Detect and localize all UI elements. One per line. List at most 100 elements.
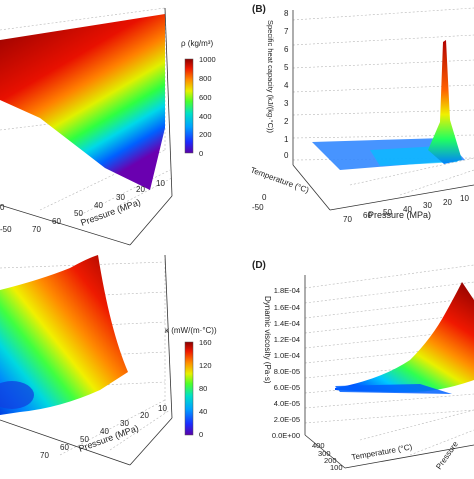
panel-c-x-ticks: 70 60 50 40 30 20 10 [40, 404, 167, 460]
panel-c-x-tick: 60 [60, 443, 69, 452]
panel-d-z-label: Dynamic viscosity (Pa·s) [263, 296, 272, 384]
panel-b-z-tick: 5 [284, 63, 289, 72]
panel-b-z-tick: 0 [284, 151, 289, 160]
panel-a-x-tick: 10 [156, 179, 165, 188]
panel-d-y-label: Temperature (°C) [351, 442, 413, 462]
panel-a-gridlines [0, 7, 173, 216]
panel-d-z-tick: 1.0E-04 [274, 351, 300, 360]
panel-d-y-tick: 200 [324, 456, 337, 465]
panel-d-z-ticks: 0.0E+00 2.0E-05 4.0E-05 6.0E-05 8.0E-05 … [272, 286, 300, 440]
panel-c-colorbar-tick: 40 [199, 407, 207, 416]
panel-c-x-tick: 40 [100, 427, 109, 436]
panel-b-x-tick: 60 [363, 211, 372, 220]
panel-c-axes [0, 254, 173, 466]
panel-a-y-ticks: -50 0 [0, 203, 12, 234]
panel-a-y-tick: -50 [0, 225, 12, 234]
panel-b-axes [292, 10, 474, 211]
panel-c-colorbar: κ (mW/(m·°C)) 160 120 80 40 0 [165, 326, 217, 439]
panel-a-x-label: Pressure (MPa) [79, 197, 142, 228]
panel-c-gridlines [0, 255, 171, 456]
panel-c-x-tick: 20 [140, 411, 149, 420]
panel-b-gridlines [292, 7, 474, 196]
panel-c-surface-low [0, 381, 34, 409]
panel-c-x-tick: 30 [120, 419, 129, 428]
panel-a-colorbar-tick: 0 [199, 149, 203, 158]
panel-a-colorbar-label: ρ (kg/m³) [181, 39, 213, 48]
panel-b-z-label: Specific heat capacity (kJ/(kg·°C)) [266, 20, 275, 134]
panel-d-surface-base [335, 384, 452, 394]
panel-b-x-tick: 50 [383, 208, 392, 217]
panel-a-colorbar-tick: 1000 [199, 55, 216, 64]
panel-a-axes [0, 7, 173, 246]
panel-a-colorbar-tick: 200 [199, 130, 212, 139]
panel-d-y-tick: 400 [312, 441, 325, 450]
panel-b-x-tick: 30 [423, 201, 432, 210]
panel-c: 70 60 50 40 30 20 10 Pressure (MPa) κ (m… [0, 254, 217, 466]
panel-d: (D) Dynamic viscosity (Pa·s) 0.0E+00 2.0… [252, 260, 474, 472]
panel-a-surface [0, 14, 165, 190]
panel-b-y-tick: -50 [252, 203, 264, 212]
panel-a-colorbar-tick: 800 [199, 74, 212, 83]
panel-b-z-tick: 4 [284, 81, 289, 90]
panel-b-x-tick: 40 [403, 205, 412, 214]
panel-b-z-tick: 1 [284, 135, 289, 144]
panel-b-x-tick: 70 [343, 215, 352, 224]
panel-b-y-tick: 0 [262, 193, 267, 202]
panel-d-z-tick: 1.4E-04 [274, 319, 300, 328]
panel-d-axes [304, 275, 474, 469]
panel-b-spike [428, 40, 462, 164]
panel-b-y-ticks: -50 0 [252, 193, 267, 212]
panel-d-z-tick: 1.8E-04 [274, 286, 300, 295]
panel-d-y-tick: 100 [330, 463, 343, 472]
panel-c-colorbar-tick: 160 [199, 338, 212, 347]
panel-a-x-tick: 40 [94, 201, 103, 210]
panel-d-x-label: Pressure [434, 439, 460, 471]
panel-b-x-label: Pressure (MPa) [368, 210, 431, 220]
panel-b-z-tick: 2 [284, 117, 289, 126]
panel-a-x-tick: 50 [74, 209, 83, 218]
panel-b-z-ticks: 0 1 2 3 4 5 6 7 8 [284, 9, 289, 160]
panel-a-colorbar: ρ (kg/m³) 1000 800 600 400 200 0 [181, 39, 216, 158]
panel-b-y-label: Temperature (°C) [249, 165, 310, 195]
panel-d-z-tick: 1.6E-04 [274, 303, 300, 312]
panel-c-surface [0, 255, 128, 415]
panel-c-colorbar-tick: 0 [199, 430, 203, 439]
panel-c-colorbar-tick: 80 [199, 384, 207, 393]
panel-d-z-tick: 6.0E-05 [274, 383, 300, 392]
panel-a-colorbar-tick: 400 [199, 112, 212, 121]
panel-b-x-tick: 10 [460, 194, 469, 203]
panel-a-x-tick: 30 [116, 193, 125, 202]
panel-d-label: (D) [252, 260, 266, 271]
panel-b-label: (B) [252, 4, 266, 15]
panel-a-y-tick: 0 [0, 203, 5, 212]
panel-c-colorbar-label: κ (mW/(m·°C)) [165, 326, 217, 335]
panel-d-z-tick: 2.0E-05 [274, 415, 300, 424]
panel-c-x-tick: 50 [80, 435, 89, 444]
panel-a-x-tick: 20 [136, 185, 145, 194]
panel-c-colorbar-tick: 120 [199, 361, 212, 370]
panel-d-z-tick: 0.0E+00 [272, 431, 300, 440]
panel-d-y-tick: 300 [318, 449, 331, 458]
panel-d-z-tick: 4.0E-05 [274, 399, 300, 408]
panel-b-x-tick: 20 [443, 198, 452, 207]
panel-b-x-ticks: 70 60 50 40 30 20 10 [343, 194, 469, 224]
panel-a-x-tick: 70 [32, 225, 41, 234]
panel-d-surface [335, 282, 474, 392]
panel-b: (B) Specific heat capacity (kJ/(kg·°C)) … [249, 4, 474, 224]
panel-b-z-tick: 6 [284, 45, 289, 54]
panel-c-x-tick: 70 [40, 451, 49, 460]
panel-a-colorbar-tick: 600 [199, 93, 212, 102]
panel-a-x-tick: 60 [52, 217, 61, 226]
panel-b-z-tick: 8 [284, 9, 289, 18]
panel-c-x-tick: 10 [158, 404, 167, 413]
panel-d-y-ticks: 400 300 200 100 [312, 441, 343, 472]
panel-b-z-tick: 3 [284, 99, 289, 108]
panel-a-x-ticks: 70 60 50 40 30 20 10 [32, 179, 165, 234]
panel-d-z-tick: 8.0E-05 [274, 367, 300, 376]
panel-b-z-tick: 7 [284, 27, 289, 36]
panel-a-colorbar-bar [184, 58, 194, 154]
panel-a: 70 60 50 40 30 20 10 Pressure (MPa) -50 … [0, 7, 216, 246]
panel-c-colorbar-bar [184, 341, 194, 436]
